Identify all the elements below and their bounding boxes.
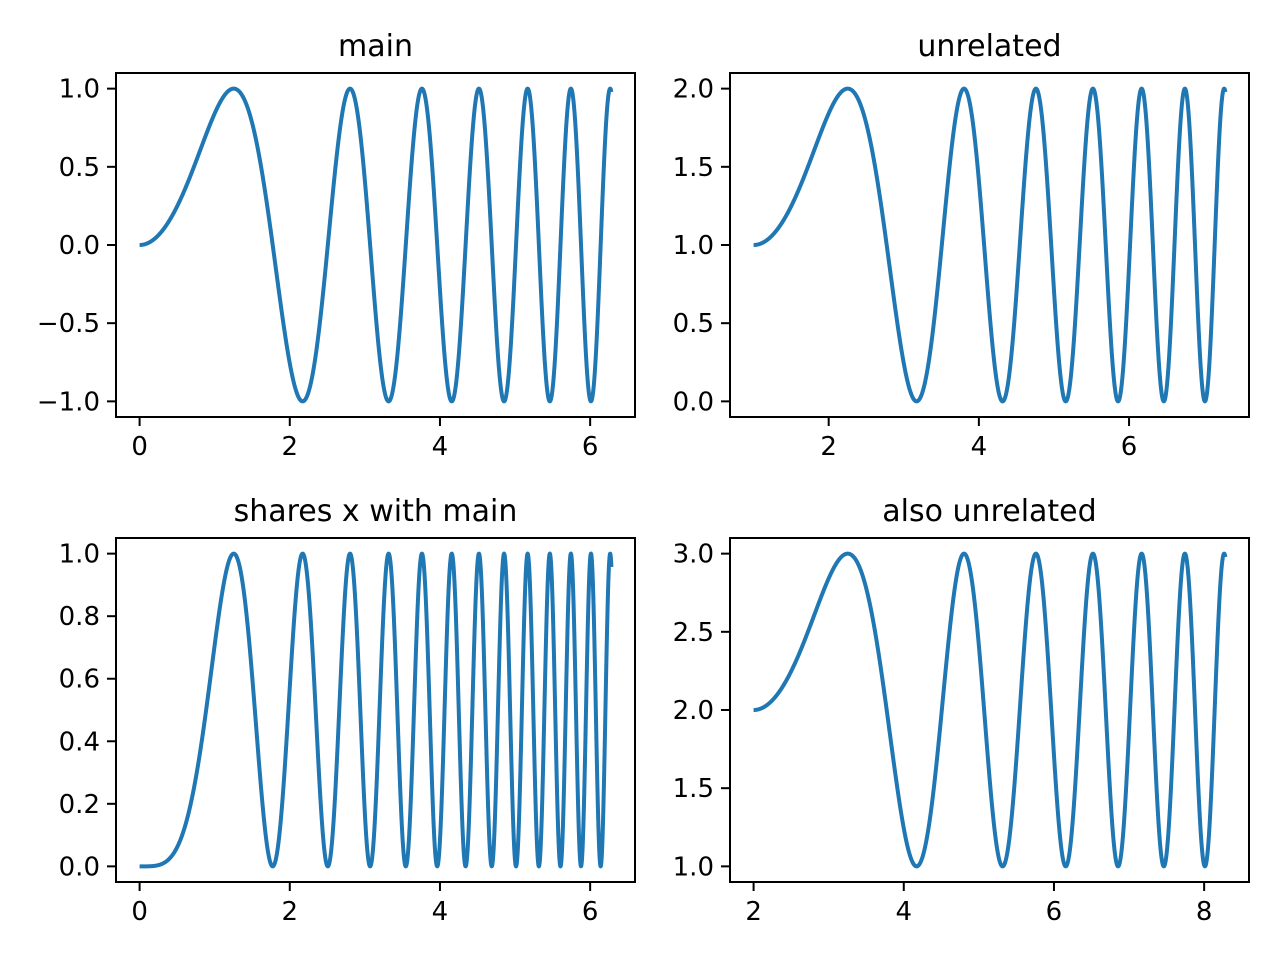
- y-tick-label: 2.0: [673, 75, 714, 105]
- x-tick-label: 8: [1196, 897, 1213, 927]
- y-tick-label: 0.4: [59, 727, 100, 757]
- x-tick-label: 6: [1121, 432, 1138, 462]
- x-tick-label: 0: [131, 897, 148, 927]
- subplot-main: main 0 2 4 6 −1.0 −0.5 0.0 0.5 1.0: [37, 29, 636, 462]
- y-tick-label: 1.5: [673, 774, 714, 804]
- subplot-unrelated: unrelated 2 4 6 0.0 0.5 1.0 1.5 2.0: [673, 29, 1250, 462]
- y-tick-label: 0.5: [59, 153, 100, 183]
- subplot-also-unrelated-title: also unrelated: [882, 494, 1096, 529]
- y-tick-label: 0.8: [59, 602, 100, 632]
- axes-spine: [115, 72, 636, 418]
- y-tick-label: 1.0: [673, 231, 714, 261]
- line-series: [137, 551, 614, 869]
- axes-spine: [729, 537, 1250, 883]
- y-tick-label: 1.5: [673, 153, 714, 183]
- y-tick-label: 3.0: [673, 540, 714, 570]
- line-series: [751, 86, 1228, 404]
- x-tick-label: 6: [582, 432, 599, 462]
- x-tick-label: 6: [1046, 897, 1063, 927]
- subplot-main-plot-area: 0 2 4 6 −1.0 −0.5 0.0 0.5 1.0: [37, 72, 636, 462]
- subplot-shares-x-with-main: shares x with main 0 2 4 6 0.0 0.2 0.4 0.6 0.8 1.…: [59, 494, 636, 927]
- x-tick-label: 0: [131, 432, 148, 462]
- subplot-unrelated-title: unrelated: [917, 29, 1061, 64]
- y-tick-label: 0.0: [59, 852, 100, 882]
- axes-spine: [115, 537, 636, 883]
- y-tick-label: 1.0: [59, 540, 100, 570]
- x-tick-label: 2: [745, 897, 762, 927]
- y-tick-label: 0.5: [673, 309, 714, 339]
- x-tick-label: 4: [896, 897, 913, 927]
- x-tick-label: 2: [820, 432, 837, 462]
- subplot-unrelated-plot-area: 2 4 6 0.0 0.5 1.0 1.5 2.0: [673, 72, 1250, 462]
- subplot-also-unrelated: also unrelated 2 4 6 8 1.0 1.5 2.0 2.5 3.0: [673, 494, 1250, 927]
- line-series: [751, 551, 1228, 869]
- x-tick-label: 4: [432, 897, 449, 927]
- y-tick-label: 1.0: [59, 75, 100, 105]
- x-tick-label: 2: [282, 432, 299, 462]
- x-tick-label: 4: [432, 432, 449, 462]
- y-tick-label: 1.0: [673, 852, 714, 882]
- y-tick-label: −0.5: [37, 309, 100, 339]
- subplot-also-unrelated-plot-area: 2 4 6 8 1.0 1.5 2.0 2.5 3.0: [673, 537, 1250, 927]
- x-tick-label: 2: [282, 897, 299, 927]
- y-tick-label: 2.5: [673, 618, 714, 648]
- y-tick-label: 0.6: [59, 665, 100, 695]
- y-tick-label: 2.0: [673, 696, 714, 726]
- subplot-main-title: main: [338, 29, 413, 64]
- y-tick-label: −1.0: [37, 387, 100, 417]
- y-tick-label: 0.0: [59, 231, 100, 261]
- subplot-shares-x-with-main-plot-area: 0 2 4 6 0.0 0.2 0.4 0.6 0.8 1.0: [59, 537, 636, 927]
- y-tick-label: 0.2: [59, 790, 100, 820]
- y-tick-label: 0.0: [673, 387, 714, 417]
- x-tick-label: 4: [971, 432, 988, 462]
- axes-spine: [729, 72, 1250, 418]
- line-series: [137, 86, 614, 404]
- subplot-shares-x-with-main-title: shares x with main: [234, 494, 518, 529]
- x-tick-label: 6: [582, 897, 599, 927]
